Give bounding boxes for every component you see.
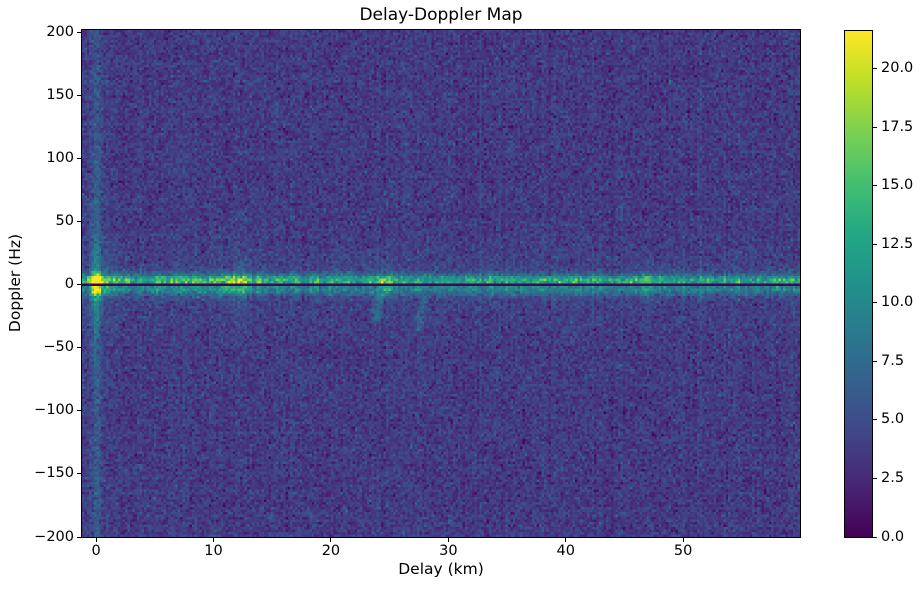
x-tick-label: 30	[439, 543, 458, 559]
y-tick-mark	[77, 95, 81, 97]
colorbar-tick-label: 5.0	[881, 411, 905, 428]
x-tick-label: 10	[204, 543, 223, 559]
colorbar-tick-mark	[873, 67, 877, 69]
colorbar-tick-mark	[873, 360, 877, 362]
y-tick-mark	[77, 536, 81, 538]
colorbar-tick-mark	[873, 243, 877, 245]
y-tick-label: −150	[34, 465, 74, 482]
heatmap-canvas	[82, 30, 800, 537]
y-tick-mark	[77, 284, 81, 286]
colorbar-tick-label: 2.5	[881, 469, 905, 486]
y-tick-mark	[77, 32, 81, 34]
x-tick-label: 0	[91, 543, 101, 559]
x-tick-mark	[447, 538, 449, 542]
heatmap-plot	[81, 29, 801, 538]
colorbar-tick-label: 15.0	[881, 177, 914, 194]
x-tick-mark	[213, 538, 214, 542]
colorbar	[844, 30, 873, 538]
x-tick-label: 50	[673, 543, 693, 559]
x-tick-label: 40	[556, 543, 575, 559]
colorbar-tick-mark	[873, 477, 877, 479]
y-tick-label: −50	[43, 339, 74, 356]
y-tick-mark	[77, 158, 81, 160]
y-tick-label: −200	[34, 528, 74, 545]
y-tick-label: 50	[55, 213, 74, 230]
x-tick-mark	[682, 538, 684, 542]
y-tick-label: 150	[46, 87, 74, 104]
colorbar-tick-label: 0.0	[881, 528, 905, 545]
colorbar-tick-mark	[873, 536, 877, 538]
colorbar-tick-label: 20.0	[881, 59, 914, 76]
y-tick-mark	[77, 347, 81, 349]
y-tick-mark	[77, 221, 81, 223]
chart-title: Delay-Doppler Map	[359, 5, 523, 25]
colorbar-tick-label: 10.0	[881, 294, 914, 311]
y-tick-label: 100	[46, 150, 74, 167]
colorbar-tick-mark	[873, 302, 877, 304]
x-tick-mark	[95, 538, 97, 542]
colorbar-tick-label: 7.5	[881, 352, 905, 369]
colorbar-tick-label: 12.5	[881, 235, 914, 252]
colorbar-tick-mark	[873, 185, 877, 187]
y-tick-label: 200	[46, 24, 74, 41]
y-tick-mark	[77, 410, 81, 412]
y-tick-label: 0	[64, 276, 74, 293]
colorbar-tick-mark	[873, 126, 877, 128]
y-tick-label: −100	[34, 402, 74, 419]
x-tick-mark	[330, 538, 332, 542]
y-axis-label: Doppler (Hz)	[6, 233, 24, 333]
x-tick-mark	[565, 538, 567, 542]
colorbar-tick-mark	[873, 419, 877, 421]
y-tick-mark	[77, 473, 81, 475]
x-axis-label: Delay (km)	[398, 560, 484, 578]
colorbar-gradient	[845, 31, 872, 537]
x-tick-label: 20	[321, 543, 341, 559]
colorbar-tick-label: 17.5	[881, 118, 914, 135]
